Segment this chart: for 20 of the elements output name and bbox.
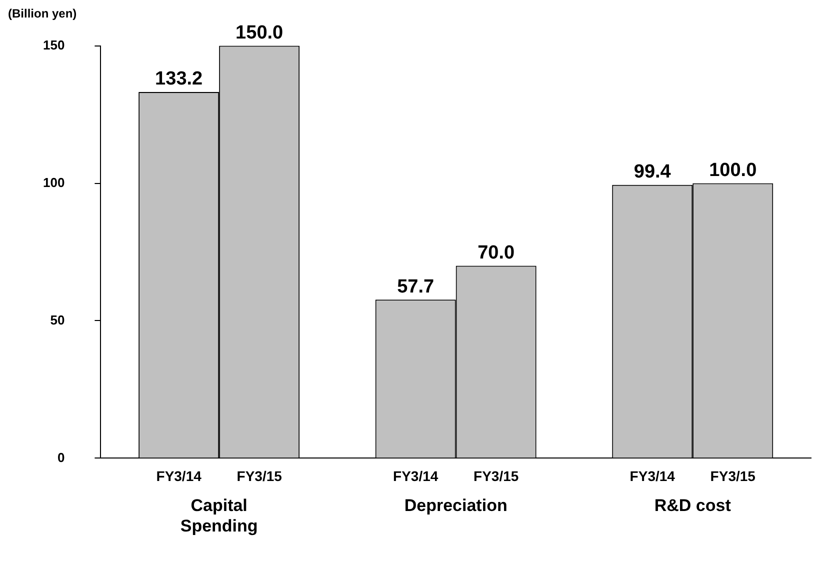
data-label: 70.0 — [478, 242, 515, 264]
series-label: FY3/14 — [156, 468, 202, 484]
x-tick-label: R&D cost — [654, 496, 732, 516]
text: FY3/14 — [630, 468, 675, 484]
x-tick-label: Capital Spending — [180, 496, 258, 536]
data-label: 57.7 — [397, 276, 434, 298]
y-tick-label: 50 — [50, 312, 65, 328]
data-label: 150.0 — [236, 22, 284, 44]
data-label: 99.4 — [634, 162, 672, 183]
series-label: FY3/15 — [236, 468, 282, 484]
text: FY3/14 — [393, 468, 438, 484]
y-tick-label: 100 — [42, 174, 65, 190]
x-tick-label: Depreciation — [404, 496, 508, 516]
data-label: 100.0 — [709, 160, 757, 181]
data-label: 133.2 — [155, 68, 203, 90]
text: FY3/15 — [710, 468, 756, 484]
y-axis-title: (Billion yen) — [8, 6, 77, 20]
y-tick-label: 150 — [42, 37, 65, 52]
text: FY3/15 — [474, 468, 519, 484]
y-tick-label: 0 — [57, 450, 65, 465]
